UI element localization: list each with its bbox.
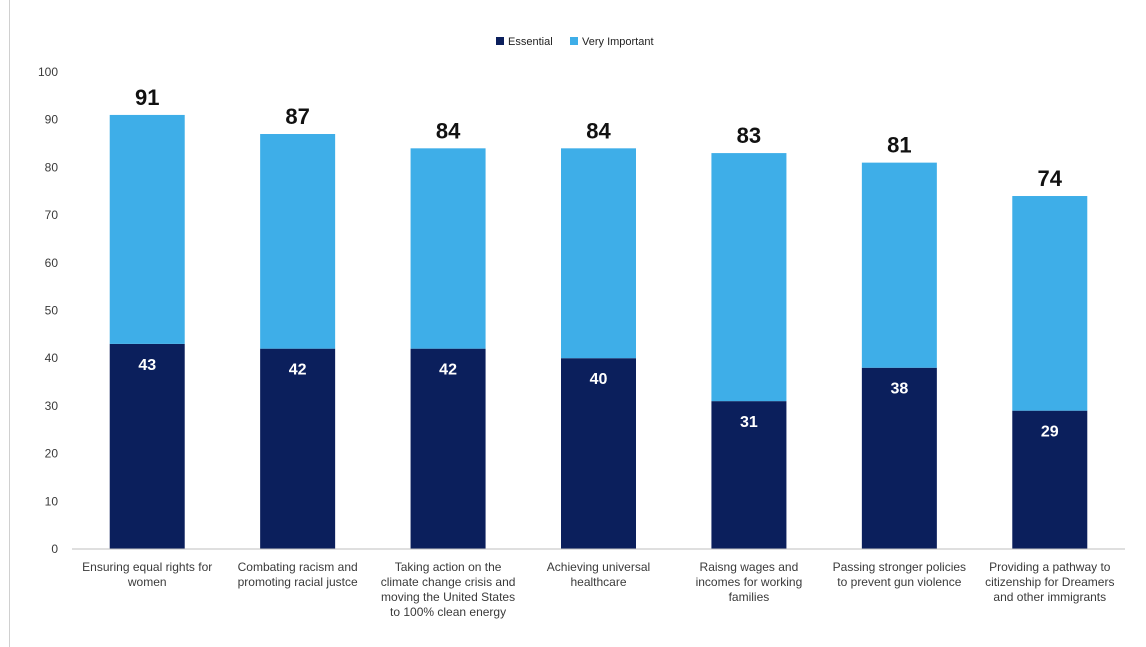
y-tick-label: 70 — [45, 208, 59, 222]
data-label-essential: 31 — [740, 414, 758, 431]
y-tick-label: 10 — [45, 494, 59, 508]
bar-essential — [861, 367, 937, 549]
x-category-label-line: women — [127, 575, 167, 589]
y-tick-label: 80 — [45, 160, 59, 174]
data-label-total: 84 — [436, 118, 461, 143]
data-label-essential: 42 — [289, 362, 307, 379]
x-category-label-line: Ensuring equal rights for — [82, 560, 212, 574]
bar-essential — [410, 348, 486, 549]
bar-very-important — [561, 148, 636, 359]
y-tick-label: 100 — [38, 65, 58, 79]
x-category-label-line: incomes for working — [696, 575, 803, 589]
x-category-label-line: to prevent gun violence — [837, 575, 961, 589]
legend-label-very-important: Very Important — [582, 36, 654, 48]
x-category-label: Ensuring equal rights for women — [82, 560, 212, 589]
x-category-label-line: Combating racism and — [238, 560, 358, 574]
bar-very-important — [410, 148, 486, 349]
chart-frame-line — [9, 0, 10, 647]
x-axis: Ensuring equal rights for women Combating … — [72, 548, 1125, 619]
x-category-label: Achieving universal healthcare — [547, 560, 650, 589]
x-category-label: Raisng wages and incomes for working famil… — [696, 560, 803, 604]
y-tick-label: 40 — [45, 351, 59, 365]
x-category-label-line: promoting racial justce — [238, 575, 358, 589]
bar-essential — [561, 358, 636, 549]
y-tick-label: 20 — [45, 447, 59, 461]
y-tick-label: 0 — [51, 542, 58, 556]
bar-very-important — [1012, 196, 1088, 411]
x-category-label-line: to 100% clean energy — [390, 605, 506, 619]
data-label-total: 91 — [135, 85, 159, 110]
data-label-essential: 43 — [138, 357, 156, 374]
data-label-essential: 29 — [1041, 424, 1059, 441]
data-label-essential: 42 — [439, 362, 457, 379]
legend: Essential Very Important — [496, 36, 654, 48]
y-axis: 0 10 20 30 40 50 60 70 80 90 100 — [38, 65, 58, 556]
bars: 43 91 42 87 42 84 40 84 31 83 38 81 29 74 — [109, 85, 1088, 549]
bar-very-important — [861, 162, 937, 368]
y-tick-label: 30 — [45, 399, 59, 413]
x-category-label-line: Raisng wages and — [700, 560, 799, 574]
x-category-label-line: and other immigrants — [993, 590, 1106, 604]
x-category-label: Providing a pathway to citizenship for Dr… — [985, 560, 1114, 604]
x-category-label-line: Achieving universal — [547, 560, 650, 574]
x-category-label: Combating racism and promoting racial jus… — [238, 560, 358, 589]
x-category-label-line: families — [729, 590, 770, 604]
y-tick-label: 60 — [45, 256, 59, 270]
x-category-label-line: citizenship for Dreamers — [985, 575, 1114, 589]
bar-very-important — [109, 114, 185, 344]
x-category-label-line: Providing a pathway to — [989, 560, 1111, 574]
x-category-label: Taking action on the climate change crisi… — [381, 560, 516, 619]
x-category-label-line: Passing stronger policies — [833, 560, 966, 574]
x-category-label-line: moving the United States — [381, 590, 515, 604]
x-category-label-line: climate change crisis and — [381, 575, 516, 589]
y-tick-label: 90 — [45, 113, 59, 127]
data-label-total: 83 — [737, 123, 761, 148]
data-label-total: 81 — [887, 133, 911, 158]
data-label-essential: 40 — [590, 371, 608, 388]
data-label-total: 84 — [586, 118, 611, 143]
legend-swatch-essential — [496, 37, 504, 45]
bar-essential — [711, 401, 787, 549]
data-label-total: 87 — [285, 104, 309, 129]
legend-label-essential: Essential — [508, 36, 553, 48]
bar-essential — [260, 348, 336, 549]
data-label-total: 74 — [1038, 166, 1063, 191]
data-label-essential: 38 — [890, 381, 908, 398]
x-category-label-line: healthcare — [570, 575, 626, 589]
legend-swatch-very-important — [570, 37, 578, 45]
bar-essential — [109, 343, 185, 549]
x-category-label: Passing stronger policies to prevent gun … — [833, 560, 966, 589]
x-category-label-line: Taking action on the — [395, 560, 502, 574]
bar-essential — [1012, 410, 1088, 549]
y-tick-label: 50 — [45, 304, 59, 318]
bar-very-important — [711, 153, 787, 402]
bar-very-important — [260, 134, 336, 349]
